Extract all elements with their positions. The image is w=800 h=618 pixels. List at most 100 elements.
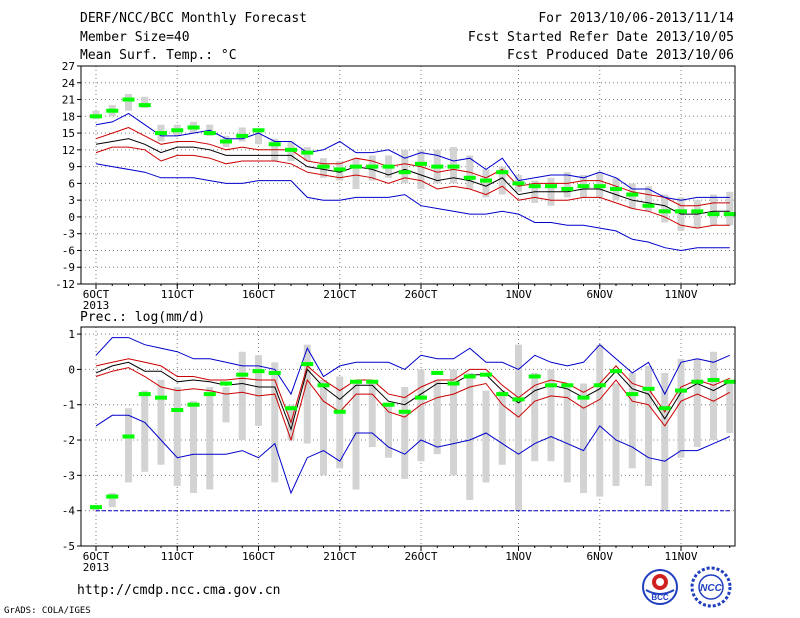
- series-outer-upper: [95, 337, 730, 396]
- ensemble-box: [450, 369, 457, 476]
- ensemble-box: [726, 379, 734, 433]
- x-tick-label: 6NOV: [587, 550, 614, 563]
- x-year-label: 2013: [83, 299, 110, 312]
- median-mark: [333, 167, 346, 172]
- median-mark: [187, 402, 200, 407]
- median-mark: [723, 212, 736, 217]
- ensemble-box: [482, 169, 490, 198]
- median-mark: [610, 186, 622, 191]
- ensemble-box: [352, 158, 360, 189]
- median-mark: [561, 186, 574, 191]
- ensemble-box: [628, 372, 636, 469]
- y-tick-label: -1: [62, 399, 75, 412]
- ensemble-box: [271, 362, 279, 483]
- median-mark: [415, 161, 427, 166]
- series-outer-upper: [95, 112, 730, 201]
- ensemble-box: [417, 369, 425, 462]
- median-mark: [155, 395, 167, 400]
- median-mark: [626, 192, 639, 197]
- median-mark: [317, 383, 330, 388]
- x-tick-label: 26OCT: [404, 288, 437, 301]
- ensemble-box: [596, 344, 604, 497]
- ensemble-box: [547, 369, 555, 462]
- median-mark: [496, 392, 509, 397]
- x-tick-label: 21OCT: [323, 550, 356, 563]
- median-mark: [496, 170, 509, 175]
- median-mark: [155, 131, 167, 136]
- ensemble-box: [515, 344, 522, 511]
- median-mark: [236, 133, 249, 138]
- grads-credit: GrADS: COLA/IGES: [4, 606, 91, 616]
- median-mark: [723, 379, 736, 384]
- y-tick-label: 27: [62, 60, 75, 73]
- median-mark: [301, 362, 314, 367]
- ensemble-box: [125, 408, 132, 483]
- x-tick-label: 6NOV: [587, 288, 614, 301]
- median-mark: [220, 139, 232, 144]
- median-mark: [642, 386, 655, 391]
- precip-panel-title: Prec.: log(mm/d): [80, 310, 206, 325]
- median-mark: [106, 108, 119, 113]
- y-tick-label: -2: [62, 434, 75, 447]
- ensemble-box: [352, 383, 360, 490]
- y-tick-label: -12: [55, 278, 75, 291]
- median-mark: [577, 395, 590, 400]
- ensemble-box: [531, 372, 539, 462]
- ensemble-box: [385, 404, 392, 458]
- ncc-logo: NCC: [690, 566, 732, 608]
- median-mark: [122, 97, 135, 102]
- median-mark: [203, 131, 216, 136]
- ensemble-box: [401, 387, 409, 479]
- x-tick-label: 16OCT: [242, 288, 275, 301]
- bcc-logo: BCC: [642, 569, 678, 605]
- median-mark: [480, 372, 492, 377]
- chart-title: DERF/NCC/BCC Monthly Forecast: [80, 11, 307, 26]
- x-tick-label: 16OCT: [242, 550, 275, 563]
- median-mark: [220, 381, 232, 386]
- median-mark: [561, 383, 574, 388]
- ensemble-box: [303, 344, 311, 444]
- ensemble-box: [125, 93, 132, 111]
- plot-frame: [80, 326, 736, 547]
- ensemble-box: [612, 383, 620, 486]
- plot-frame: [80, 65, 736, 285]
- series-outer-lower: [95, 163, 730, 252]
- ensemble-box: [336, 376, 344, 469]
- ensemble-box: [466, 372, 474, 501]
- median-mark: [642, 203, 655, 208]
- median-mark: [138, 392, 151, 397]
- y-tick-label: 12: [62, 144, 75, 157]
- x-tick-label: 6OCT: [83, 288, 110, 301]
- median-mark: [252, 128, 265, 133]
- y-tick-label: -6: [62, 244, 75, 257]
- ensemble-box: [255, 130, 262, 145]
- y-tick-label: 6: [68, 177, 75, 190]
- median-mark: [252, 369, 265, 374]
- ensemble-box: [710, 194, 717, 226]
- ensemble-box: [693, 358, 701, 448]
- median-mark: [366, 164, 379, 169]
- median-mark: [285, 406, 297, 411]
- forecast-period: For 2013/10/06-2013/11/14: [538, 11, 734, 26]
- median-mark: [610, 369, 622, 374]
- median-mark: [691, 379, 704, 384]
- median-mark: [382, 164, 395, 169]
- y-tick-label: -4: [62, 505, 76, 518]
- bcc-logo-text: BCC: [651, 593, 669, 602]
- x-tick-label: 26OCT: [404, 550, 437, 563]
- median-mark: [106, 494, 119, 499]
- median-mark: [512, 397, 525, 402]
- series-inner-upper: [95, 126, 730, 207]
- median-mark: [707, 377, 720, 382]
- source-url[interactable]: http://cmdp.ncc.cma.gov.cn: [77, 583, 281, 598]
- ensemble-box: [368, 379, 376, 448]
- median-mark: [545, 383, 557, 388]
- series-outer-lower: [95, 414, 730, 495]
- median-mark: [90, 114, 102, 119]
- median-mark: [431, 370, 444, 375]
- median-mark: [415, 395, 427, 400]
- median-mark: [593, 383, 606, 388]
- ensemble-box: [580, 383, 587, 494]
- median-mark: [90, 505, 102, 510]
